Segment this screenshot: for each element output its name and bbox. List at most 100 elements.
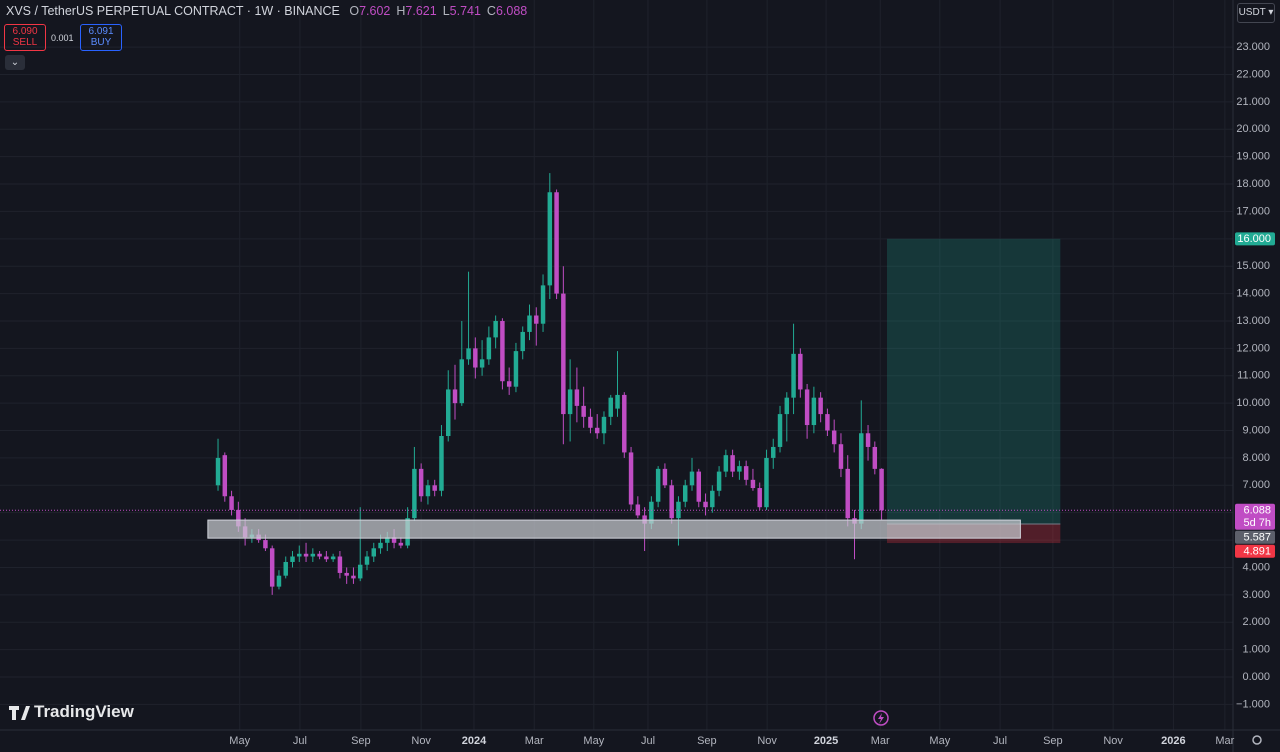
candle-body	[310, 553, 316, 557]
y-tick-label: 9.000	[1242, 424, 1270, 436]
price-tag	[1235, 503, 1275, 530]
candle-body	[452, 389, 458, 404]
candle-body	[385, 537, 390, 543]
candle-body	[825, 414, 830, 431]
grid	[0, 0, 1233, 730]
plot-area	[0, 173, 1233, 595]
y-tick-label: 4.000	[1242, 561, 1270, 573]
candle-body	[513, 351, 519, 387]
sell-price: 6.090	[12, 26, 38, 37]
sell-label: SELL	[12, 37, 38, 48]
candle-body	[757, 488, 762, 508]
y-tick-label: 7.000	[1242, 479, 1270, 491]
symbol-header: XVS / TetherUS PERPETUAL CONTRACT · 1W ·…	[6, 4, 527, 18]
ohlc-key: O	[349, 4, 360, 18]
y-tick-label: 14.000	[1236, 287, 1270, 299]
candle-body	[222, 455, 228, 497]
sell-button[interactable]: 6.090 SELL	[4, 24, 46, 51]
event-bolt	[878, 713, 884, 724]
x-tick-label: Sep	[697, 735, 717, 747]
candle-body	[716, 471, 722, 491]
candle-body	[865, 433, 871, 447]
settings-icon[interactable]	[1252, 735, 1262, 745]
candle-body	[777, 414, 783, 447]
candle-body	[804, 389, 810, 426]
candle-body	[276, 575, 282, 587]
candle-body	[635, 504, 641, 516]
candle-body	[459, 359, 465, 404]
x-tick-label: Nov	[757, 735, 777, 747]
buy-button[interactable]: 6.091 BUY	[80, 24, 122, 51]
candle-body	[831, 430, 837, 445]
ohlc-value: 7.621	[405, 4, 437, 18]
ohlc-value: 5.741	[449, 4, 481, 18]
price-tag	[1235, 544, 1275, 558]
candle-body	[493, 320, 498, 338]
candle-body	[398, 542, 404, 546]
axes: −1.0000.0001.0002.0003.0004.0005.0006.00…	[229, 41, 1275, 747]
symbol[interactable]: XVS / TetherUS PERPETUAL CONTRACT · 1W ·…	[6, 4, 340, 18]
candle-body	[682, 485, 688, 502]
candle-body	[710, 490, 715, 508]
candle-body	[364, 556, 370, 565]
candle-body	[879, 468, 884, 511]
x-tick-label: Mar	[871, 735, 890, 747]
y-tick-label: 8.000	[1242, 452, 1270, 464]
candle-body	[439, 436, 444, 491]
y-tick-label: 2.000	[1242, 616, 1270, 628]
ohlc-value: 6.088	[495, 4, 528, 18]
x-tick-label: Mar	[525, 735, 544, 747]
candle-body	[506, 381, 512, 387]
price-tag	[1235, 530, 1275, 544]
support-zone	[207, 519, 1021, 539]
candle-body	[730, 455, 735, 472]
currency: USDT	[1238, 7, 1266, 18]
x-tick-label: Sep	[351, 735, 371, 747]
candle-body	[269, 548, 275, 587]
candle-body	[554, 192, 559, 294]
candle-body	[297, 553, 302, 557]
y-tick-label: 0.000	[1242, 671, 1270, 683]
price-tag-label: 4.891	[1243, 546, 1271, 558]
candle-body	[574, 389, 580, 406]
candle-body	[615, 394, 620, 409]
x-tick-label: May	[229, 735, 250, 747]
target-area	[887, 238, 1061, 524]
candle-body	[534, 315, 539, 324]
y-tick-label: 12.000	[1236, 342, 1270, 354]
ohlc-value: 7.602	[359, 4, 391, 18]
candle-body	[859, 433, 864, 524]
candle-body	[317, 553, 322, 557]
event-icon[interactable]	[873, 710, 889, 726]
y-tick-label: 18.000	[1236, 178, 1270, 190]
candle-body	[791, 353, 796, 398]
candle-body	[601, 416, 607, 434]
buy-price: 6.091	[88, 26, 114, 37]
candle-body	[351, 575, 356, 579]
candle-body	[371, 548, 376, 557]
collapse-button[interactable]: ⌄	[5, 55, 25, 70]
candle-body	[290, 556, 295, 562]
candle-body	[547, 192, 553, 286]
candle-body	[337, 556, 343, 573]
candle-body	[303, 553, 309, 557]
candle-body	[473, 348, 478, 368]
candle-body	[540, 285, 546, 324]
candle-body	[771, 446, 776, 458]
y-tick-label: 15.000	[1236, 260, 1270, 272]
candle-body	[669, 485, 674, 519]
candle-body	[818, 397, 823, 415]
y-tick-label: 11.000	[1237, 370, 1270, 382]
candle-body	[737, 466, 742, 472]
candle-body	[344, 572, 349, 576]
candle-body	[642, 515, 647, 524]
y-tick-label: 22.000	[1236, 68, 1270, 80]
x-tick-label: Mar	[1215, 735, 1234, 747]
candle-body	[520, 331, 525, 352]
candle-body	[479, 359, 485, 368]
currency-select[interactable]: USDT ▾	[1237, 3, 1275, 23]
candle-body	[229, 496, 234, 510]
candle-body	[567, 389, 573, 415]
